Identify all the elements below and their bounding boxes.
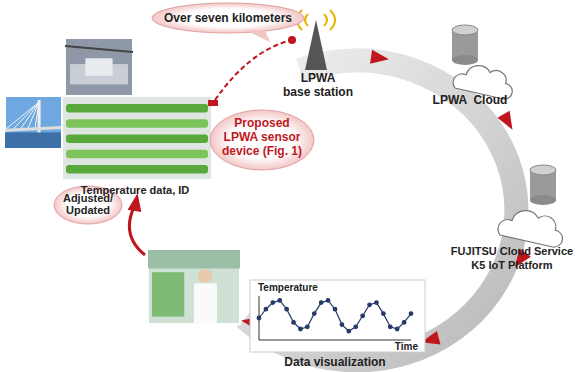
svg-text:Temperature data, ID: Temperature data, ID [81, 184, 190, 196]
svg-text:device (Fig. 1): device (Fig. 1) [222, 144, 302, 158]
svg-text:LPWA Cloud: LPWA Cloud [433, 93, 508, 107]
svg-text:FUJITSU Cloud Service: FUJITSU Cloud Service [451, 245, 573, 257]
svg-text:Temperature: Temperature [258, 282, 318, 293]
svg-text:base station: base station [283, 85, 353, 99]
svg-text:Over seven kilometers: Over seven kilometers [164, 11, 292, 25]
svg-text:K5 IoT Platform: K5 IoT Platform [471, 259, 553, 271]
svg-text:Updated: Updated [66, 204, 110, 216]
svg-text:LPWA: LPWA [301, 71, 336, 85]
svg-text:Adjusted/: Adjusted/ [62, 192, 114, 204]
svg-text:LPWA sensor: LPWA sensor [224, 130, 301, 144]
svg-text:Data visualization: Data visualization [284, 355, 385, 369]
svg-text:Time: Time [395, 341, 419, 352]
svg-text:Proposed: Proposed [234, 116, 289, 130]
